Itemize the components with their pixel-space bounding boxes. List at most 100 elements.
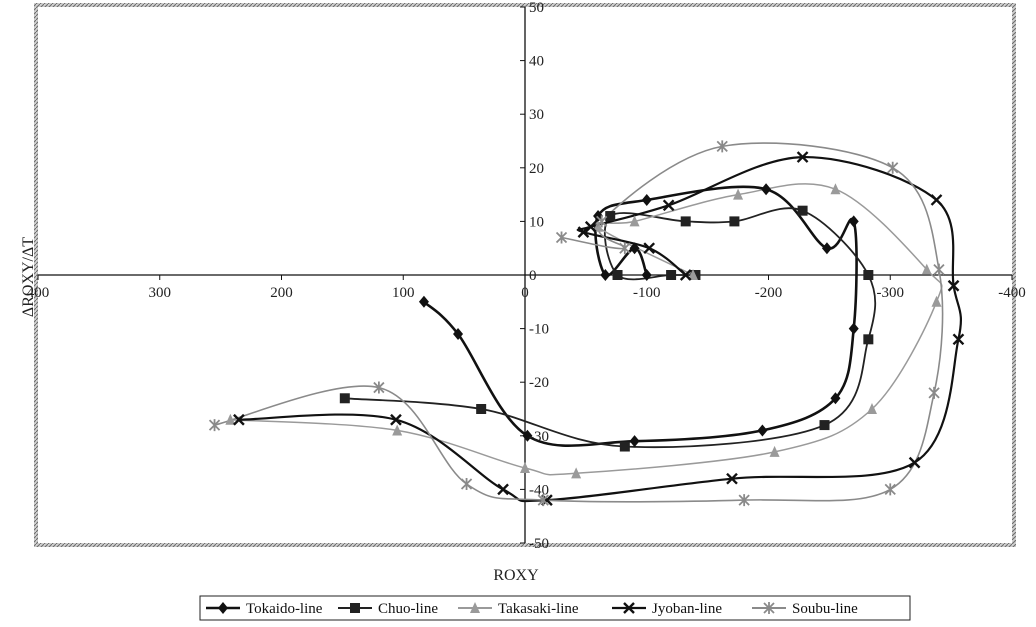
data-point-soubu-line [373, 381, 385, 394]
data-point-chuo-line [680, 216, 691, 227]
y-tick-label: 50 [529, 0, 544, 16]
data-point-soubu-line [738, 494, 750, 507]
y-axis-title: ΔROXY/ΔT [20, 237, 37, 317]
x-tick-label: 300 [149, 285, 172, 301]
y-tick-label: -30 [529, 429, 549, 445]
y-tick-label: 40 [529, 54, 544, 70]
series-line-soubu-line [213, 142, 944, 503]
data-point-tokaido-line [821, 242, 832, 255]
data-point-soubu-line [208, 419, 221, 432]
legend-box [199, 595, 911, 621]
data-point-takasaki-line [629, 215, 640, 227]
data-point-soubu-line [933, 263, 945, 276]
x-tick-label: -300 [877, 285, 905, 301]
data-point-jyoban-line [233, 413, 245, 426]
data-point-soubu-line [716, 140, 728, 153]
data-point-jyoban-line [952, 333, 965, 346]
legend-items: Tokaido-line Chuo-line Takasaki-line Jyoban… [206, 601, 858, 617]
data-point-tokaido-line [848, 322, 859, 335]
data-point-jyoban-line [577, 226, 590, 238]
data-point-takasaki-line [866, 403, 877, 414]
y-tick-label: 30 [529, 107, 544, 123]
data-point-chuo-line [797, 205, 808, 216]
data-point-tokaido-line [600, 269, 611, 281]
legend-label-chuo-line: Chuo-line [378, 601, 438, 617]
data-point-soubu-line [928, 386, 940, 399]
y-tick-label: -50 [529, 536, 549, 552]
data-point-chuo-line [619, 441, 630, 452]
legend-label-takasaki-line: Takasaki-line [498, 601, 579, 617]
data-point-soubu-line [619, 242, 631, 255]
data-point-takasaki-line [931, 295, 942, 307]
axes [37, 6, 1013, 544]
legend-label-jyoban-line: Jyoban-line [652, 601, 722, 617]
data-point-soubu-line [460, 478, 473, 491]
data-point-jyoban-line [679, 269, 692, 281]
data-point-soubu-line [537, 494, 549, 507]
data-point-soubu-line [887, 161, 899, 174]
data-point-chuo-line [863, 334, 874, 345]
data-point-chuo-line [476, 404, 487, 414]
series-line-chuo-line [343, 207, 877, 448]
data-point-soubu-line [555, 231, 568, 244]
y-tick-label: 0 [529, 268, 537, 284]
data-point-chuo-line [339, 393, 350, 404]
x-tick-label: 400 [27, 285, 50, 301]
x-tick-label: 200 [270, 285, 293, 301]
data-point-jyoban-line [584, 220, 597, 233]
legend-marker-jyoban-line [623, 602, 635, 614]
x-axis-title: ROXY [493, 567, 539, 584]
data-point-tokaido-line [629, 435, 640, 448]
legend-label-soubu-line: Soubu-line [792, 601, 858, 617]
x-tick-label: -200 [755, 285, 783, 301]
data-point-jyoban-line [662, 199, 675, 212]
legend-marker-chuo-line [350, 603, 360, 613]
series-line-takasaki-line [229, 183, 943, 476]
data-point-jyoban-line [908, 456, 921, 469]
data-point-takasaki-line [688, 269, 699, 280]
data-point-takasaki-line [769, 445, 780, 457]
data-point-chuo-line [605, 211, 616, 222]
data-point-takasaki-line [520, 461, 530, 473]
y-tick-label: -20 [529, 375, 549, 391]
data-point-jyoban-line [947, 279, 960, 292]
data-point-tokaido-line [418, 295, 429, 308]
data-point-tokaido-line [761, 183, 772, 196]
data-point-jyoban-line [726, 472, 738, 485]
data-point-takasaki-line [571, 467, 582, 479]
x-tick-label: -400 [998, 285, 1026, 301]
data-point-takasaki-line [733, 188, 744, 200]
data-point-tokaido-line [629, 242, 640, 255]
data-point-takasaki-line [225, 413, 236, 425]
data-point-jyoban-line [390, 413, 402, 426]
data-point-takasaki-line [392, 424, 403, 436]
data-point-jyoban-line [930, 194, 943, 206]
data-point-chuo-line [863, 270, 874, 280]
y-tick-label: -10 [529, 322, 549, 338]
data-point-chuo-line [612, 270, 623, 280]
data-point-jyoban-line [643, 242, 656, 255]
data-point-tokaido-line [641, 193, 652, 206]
legend-label-tokaido-line: Tokaido-line [246, 601, 323, 617]
markers [208, 140, 965, 507]
legend-marker-tokaido-line [218, 602, 228, 614]
x-tick-label: 0 [521, 285, 529, 301]
data-point-soubu-line [596, 215, 608, 228]
data-point-jyoban-line [497, 483, 509, 496]
data-point-tokaido-line [757, 424, 768, 437]
data-point-tokaido-line [641, 269, 652, 281]
tick-labels: 400 300 200 100 0 -100 -200 -300 -40050403020100… [27, 0, 1026, 552]
data-point-chuo-line [666, 270, 677, 280]
data-point-takasaki-line [921, 263, 932, 275]
data-point-soubu-line [884, 483, 896, 496]
legend: Tokaido-line Chuo-line Takasaki-line Jyoban… [199, 595, 911, 621]
data-point-tokaido-line [453, 327, 464, 340]
y-tick-label: 20 [529, 161, 544, 177]
data-point-chuo-line [819, 420, 830, 431]
legend-marker-soubu-line [763, 602, 775, 614]
data-point-takasaki-line [830, 183, 841, 195]
data-point-jyoban-line [796, 151, 809, 163]
data-point-tokaido-line [522, 429, 533, 442]
data-point-tokaido-line [848, 215, 859, 228]
